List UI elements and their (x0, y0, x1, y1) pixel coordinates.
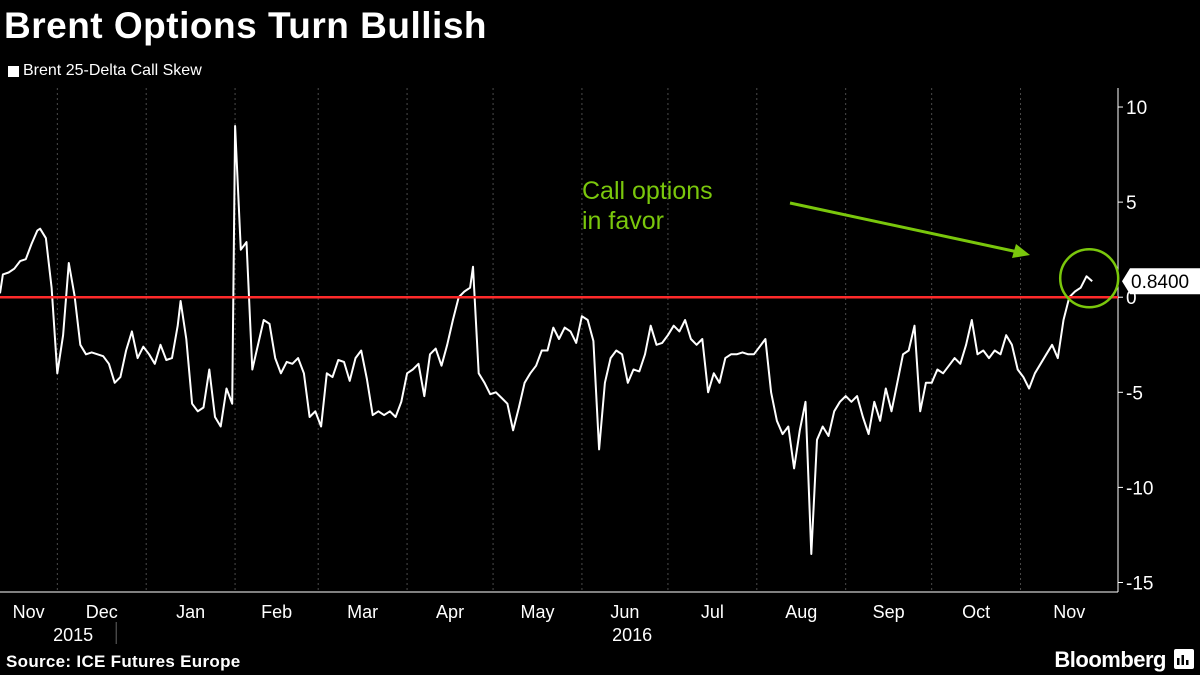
y-tick-label: -5 (1126, 383, 1143, 404)
legend: Brent 25-Delta Call Skew (8, 62, 202, 80)
source-note: Source: ICE Futures Europe (6, 652, 241, 671)
y-tick-label: 10 (1126, 98, 1147, 119)
brand-logo: Bloomberg (1054, 647, 1166, 672)
y-tick-label: -10 (1126, 478, 1153, 499)
y-tick-label: 0 (1126, 288, 1137, 309)
annotation-line-2: in favor (582, 207, 664, 235)
x-tick-label: Jun (610, 602, 639, 622)
x-tick-label: Feb (261, 602, 292, 622)
x-tick-label: Sep (873, 602, 905, 622)
y-tick-label: 5 (1126, 193, 1137, 214)
x-tick-label: Dec (86, 602, 118, 622)
x-tick-label: Jul (701, 602, 724, 622)
annotation-line-1: Call options (582, 177, 713, 205)
bloomberg-terminal-icon (1174, 649, 1194, 669)
x-tick-label: Oct (962, 602, 990, 622)
x-tick-label: Mar (347, 602, 378, 622)
annotation-arrow-line (789, 201, 1019, 254)
series-line (0, 125, 1093, 555)
annotation-circle (1058, 247, 1120, 309)
annotation-text: Call options in favor (582, 176, 772, 236)
y-tick-label: -15 (1126, 573, 1153, 594)
x-tick-label: Apr (436, 602, 464, 622)
last-value-marker (1122, 268, 1200, 295)
year-label: 2015 (53, 625, 93, 645)
x-tick-label: Jan (176, 602, 205, 622)
x-tick-label: Aug (785, 602, 817, 622)
legend-swatch (8, 65, 19, 77)
x-tick-label: May (520, 602, 554, 622)
last-value-label: 0.8400 (1131, 272, 1189, 293)
x-tick-label: Nov (13, 602, 45, 622)
x-tick-label: Nov (1053, 602, 1085, 622)
year-label: 2016 (612, 625, 652, 645)
legend-label: Brent 25-Delta Call Skew (23, 62, 202, 79)
chart-title: Brent Options Turn Bullish (4, 5, 488, 46)
annotation-arrowhead (1012, 244, 1030, 258)
